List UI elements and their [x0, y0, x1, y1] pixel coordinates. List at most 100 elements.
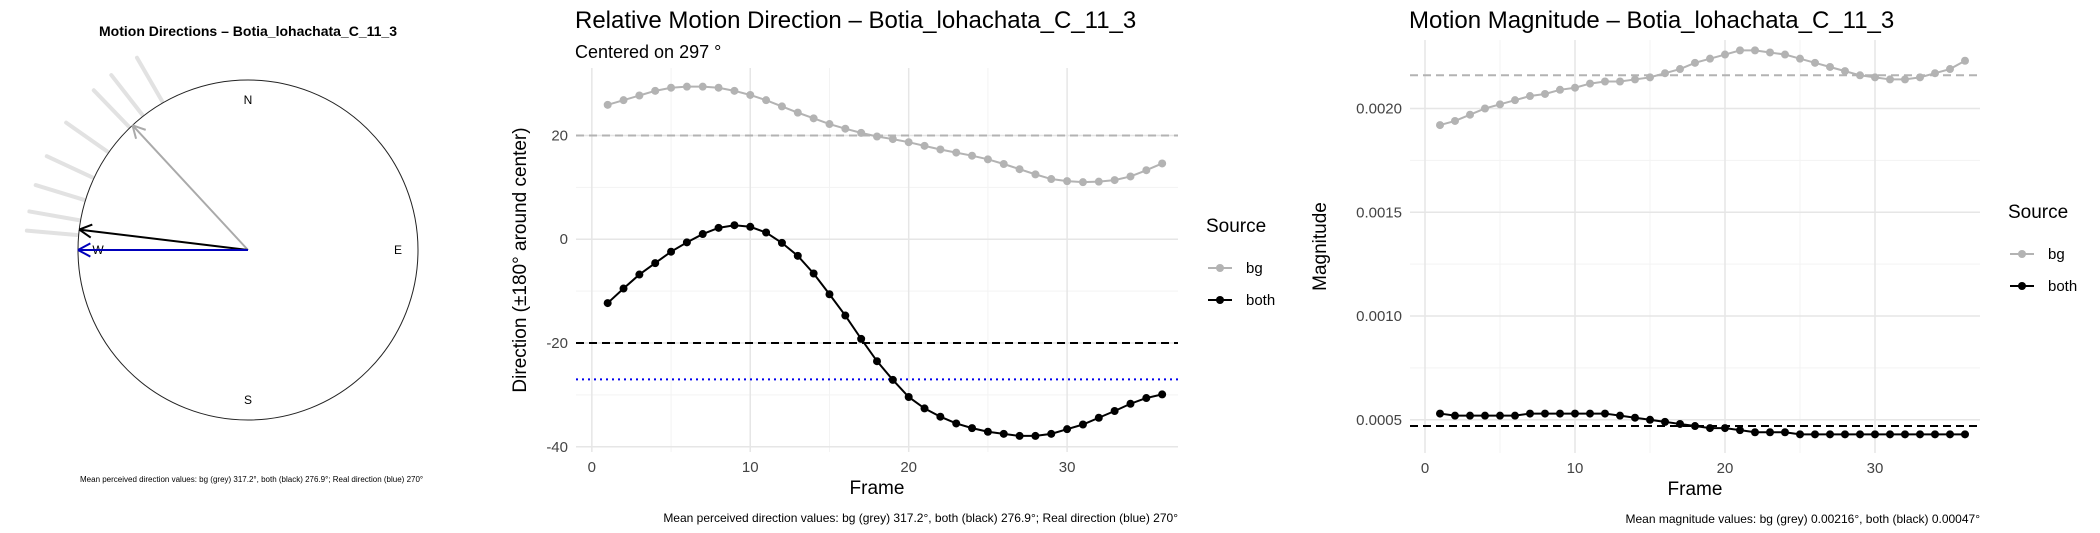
data-point-bg: [1796, 54, 1804, 63]
data-point-both: [1031, 431, 1040, 440]
data-point-both: [746, 222, 755, 231]
data-point-both: [1826, 430, 1834, 439]
data-point-bg: [793, 108, 802, 117]
y-tick-label: 20: [551, 127, 568, 144]
data-point-both: [841, 311, 850, 320]
data-point-both: [1721, 424, 1729, 433]
data-point-both: [793, 251, 802, 260]
data-point-both: [1901, 430, 1909, 439]
x-tick-label: 0: [588, 459, 596, 476]
data-point-both: [1781, 428, 1789, 437]
compass-bg-ray: [27, 209, 81, 223]
data-point-both: [714, 223, 723, 232]
data-point-both: [1063, 425, 1072, 434]
data-point-bg: [1646, 73, 1654, 82]
data-point-bg: [1901, 75, 1909, 84]
compass-bg-ray: [91, 88, 131, 129]
data-point-both: [667, 247, 676, 256]
compass-arrowhead: [77, 242, 91, 251]
data-point-both: [619, 284, 628, 293]
data-point-bg: [1676, 65, 1684, 74]
y-tick-label: 0.0010: [1356, 308, 1402, 325]
data-point-both: [1094, 413, 1103, 422]
data-point-both: [1871, 430, 1879, 439]
compass-arrowhead: [78, 223, 93, 231]
data-point-bg: [1466, 110, 1474, 119]
data-point-both: [651, 259, 660, 268]
data-point-both: [1496, 411, 1504, 420]
compass-label-e: E: [394, 243, 402, 257]
data-point-bg: [1781, 50, 1789, 59]
data-point-both: [682, 238, 691, 247]
data-point-both: [1886, 430, 1894, 439]
data-point-bg: [888, 135, 897, 144]
data-point-both: [1736, 426, 1744, 435]
data-point-both: [1661, 417, 1669, 426]
data-point-both: [1706, 424, 1714, 433]
data-point-bg: [698, 82, 707, 91]
data-point-bg: [1736, 46, 1744, 55]
data-point-both: [1110, 407, 1119, 416]
chart-caption: Mean magnitude values: bg (grey) 0.00216…: [1626, 512, 1981, 526]
data-point-bg: [968, 151, 977, 160]
data-point-bg: [1496, 100, 1504, 109]
data-point-both: [1631, 413, 1639, 422]
data-point-bg: [1586, 79, 1594, 88]
data-point-both: [1015, 431, 1024, 440]
compass-caption: Mean perceived direction values: bg (gre…: [80, 475, 423, 484]
data-point-both: [762, 228, 771, 237]
direction-chart: Relative Motion Direction – Botia_lohach…: [510, 7, 1275, 525]
data-point-bg: [651, 86, 660, 95]
data-point-bg: [730, 86, 739, 95]
data-point-bg: [635, 91, 644, 100]
data-point-bg: [1541, 89, 1549, 98]
data-point-bg: [603, 100, 612, 109]
data-point-bg: [1110, 176, 1119, 185]
data-point-both: [1796, 430, 1804, 439]
data-point-both: [1616, 411, 1624, 420]
compass-bg-ray: [64, 120, 110, 154]
data-point-both: [1931, 430, 1939, 439]
chart-subtitle: Centered on 297 °: [575, 42, 721, 62]
y-tick-label: 0.0005: [1356, 412, 1402, 429]
data-point-bg: [1142, 166, 1151, 175]
data-point-bg: [920, 141, 929, 150]
compass-label-n: N: [244, 93, 253, 107]
legend-label-both: both: [1246, 292, 1275, 309]
legend-title: Source: [2008, 202, 2068, 223]
compass-bg-ray: [135, 55, 164, 104]
data-point-both: [603, 299, 612, 308]
x-tick-label: 20: [1717, 460, 1734, 477]
data-point-both: [698, 230, 707, 239]
data-point-both: [777, 238, 786, 247]
data-point-bg: [1751, 46, 1759, 55]
data-point-both: [983, 427, 992, 436]
magnitude-panel: Motion Magnitude – Botia_lohachata_C_11_…: [1300, 0, 2100, 533]
compass-bg-ray: [109, 73, 145, 117]
data-point-bg: [1616, 77, 1624, 86]
data-point-both: [1158, 390, 1167, 399]
x-tick-label: 30: [1867, 460, 1884, 477]
legend-key-point-bg: [1216, 264, 1224, 272]
data-point-both: [1601, 409, 1609, 418]
data-point-both: [730, 221, 739, 230]
data-point-both: [873, 357, 881, 366]
data-point-both: [1646, 415, 1654, 424]
data-point-bg: [857, 128, 866, 137]
data-point-bg: [1158, 159, 1167, 168]
data-point-bg: [746, 90, 755, 99]
data-point-both: [1436, 409, 1444, 418]
data-point-bg: [1047, 175, 1056, 184]
data-point-bg: [1481, 104, 1489, 113]
data-point-both: [1466, 411, 1474, 420]
data-point-bg: [1856, 71, 1864, 80]
legend-key-point-both: [1216, 296, 1224, 304]
data-point-both: [1841, 430, 1849, 439]
data-point-bg: [1511, 96, 1519, 105]
data-point-both: [936, 412, 945, 421]
data-point-bg: [1766, 48, 1774, 57]
compass-chart: Motion Directions – Botia_lohachata_C_11…: [24, 23, 423, 484]
compass-arrow-bg: [131, 124, 249, 251]
data-point-bg: [1436, 121, 1444, 130]
data-point-both: [1481, 411, 1489, 420]
